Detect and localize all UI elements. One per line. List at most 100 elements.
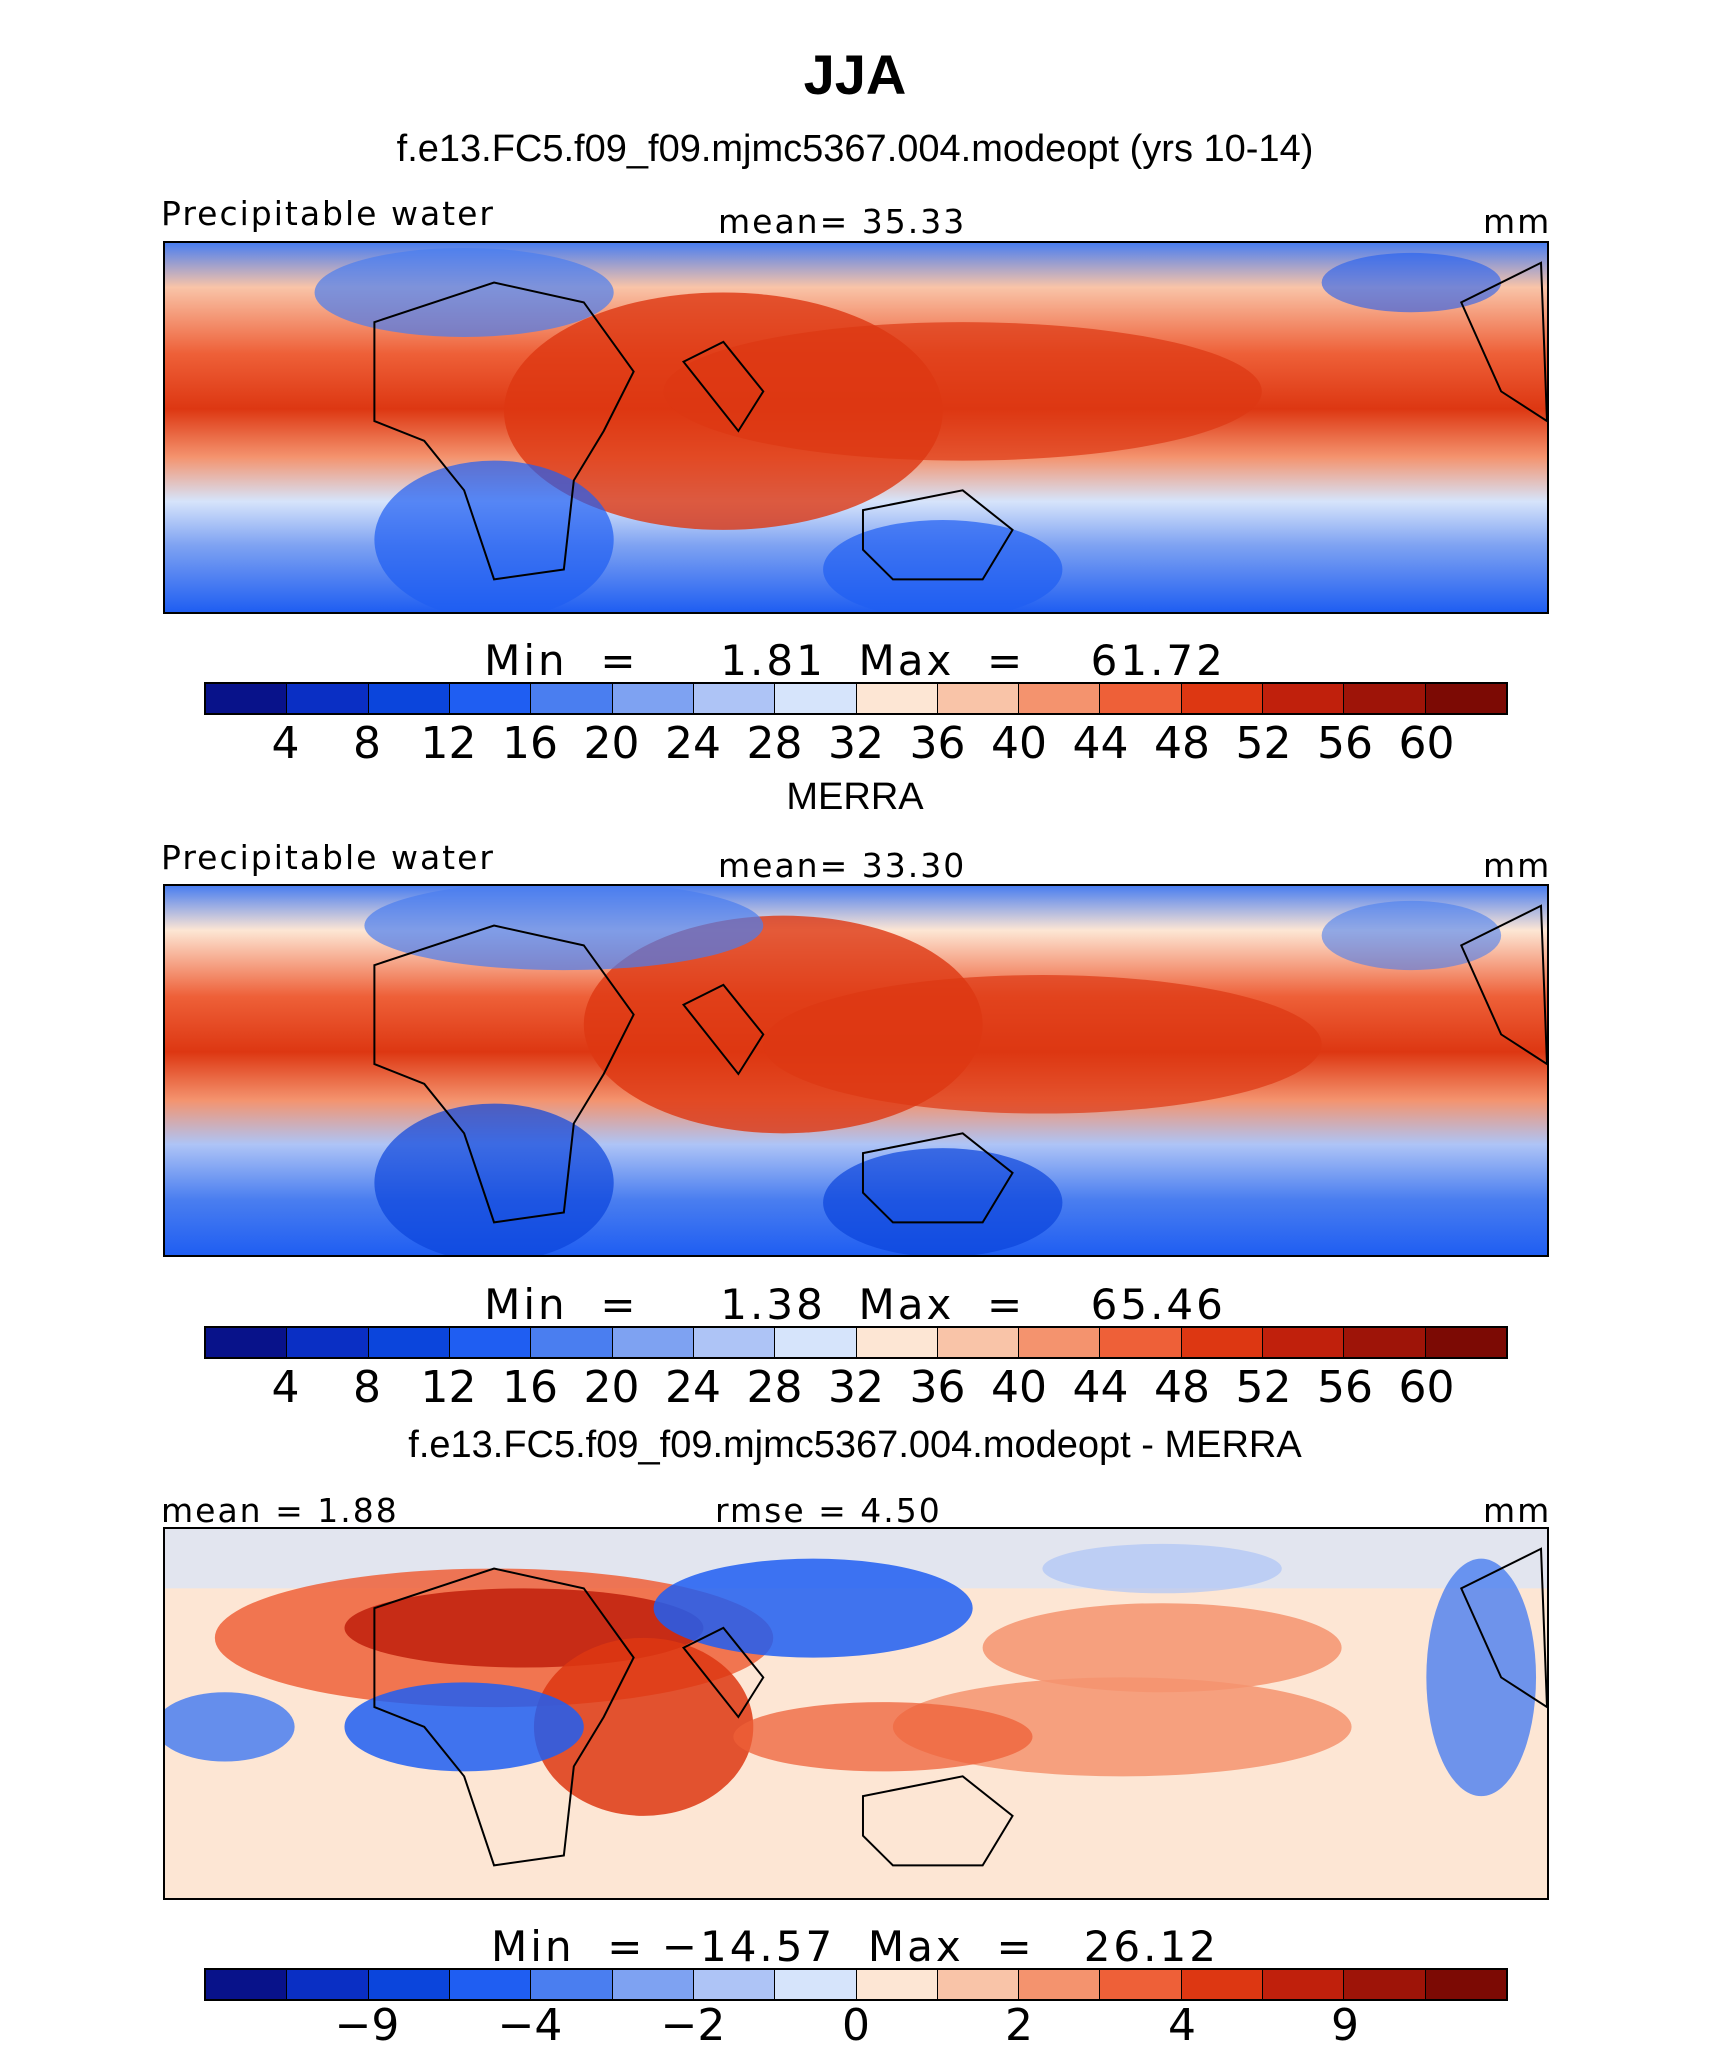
colorbar-swatch [1181, 1970, 1264, 1999]
panel-3-minmax: Min = −14.57 Max = 26.12 [491, 1922, 1219, 1971]
colorbar-tick-label: 48 [1154, 1362, 1210, 1413]
colorbar-tick-label: 0 [842, 2000, 870, 2051]
colorbar-tick-label: 28 [746, 718, 803, 769]
colorbar-tick-label: 4 [271, 718, 300, 769]
colorbar-swatch [1019, 1970, 1101, 1999]
colorbar-tick-label: 60 [1398, 1362, 1455, 1413]
colorbar-swatch [1344, 1328, 1426, 1357]
colorbar-swatch [449, 1328, 532, 1357]
panel-2-units-label: mm [1483, 846, 1552, 885]
panel-1-header: f.e13.FC5.f09_f09.mjmc5367.004.modeopt (… [396, 128, 1314, 170]
panel-2-header: MERRA [786, 776, 924, 818]
colorbar-swatch [368, 684, 450, 713]
colorbar-tick-label: 44 [1072, 1362, 1129, 1413]
colorbar-swatch [1100, 1970, 1182, 1999]
panel-1-variable-label: Precipitable water [161, 194, 495, 233]
colorbar-tick-label: 4 [1168, 2000, 1196, 2051]
colorbar-swatch [287, 684, 369, 713]
colorbar-swatch [1263, 684, 1345, 713]
colorbar-tick-label: 9 [1331, 2000, 1359, 2051]
colorbar-tick-label: 8 [353, 718, 381, 769]
colorbar-swatch [1425, 684, 1506, 713]
colorbar-swatch [937, 1328, 1020, 1357]
colorbar-swatch [1100, 1328, 1182, 1357]
panel-2-variable-label: Precipitable water [161, 838, 495, 877]
panel-3-colorbar [204, 1968, 1508, 2001]
colorbar-tick-label: −2 [660, 2000, 726, 2051]
panel-2-mean-label: mean= 33.30 [718, 846, 967, 885]
colorbar-tick-label: 20 [583, 1362, 640, 1413]
colorbar-tick-label: 60 [1398, 718, 1455, 769]
panel-1-minmax: Min = 1.81 Max = 61.72 [484, 636, 1226, 685]
colorbar-tick-label: 2 [1005, 2000, 1033, 2051]
colorbar-swatch [1100, 684, 1182, 713]
panel-1-units-label: mm [1483, 202, 1552, 241]
colorbar-tick-label: −9 [334, 2000, 400, 2051]
colorbar-swatch [206, 1328, 288, 1357]
colorbar-swatch [1425, 1970, 1506, 1999]
colorbar-swatch [368, 1328, 450, 1357]
figure-title: JJA [803, 43, 907, 106]
colorbar-swatch [612, 1328, 694, 1357]
colorbar-tick-label: 32 [828, 718, 884, 769]
colorbar-swatch [856, 684, 938, 713]
panel-3-units-label: mm [1483, 1491, 1552, 1530]
colorbar-tick-label: 4 [271, 1362, 300, 1413]
colorbar-tick-label: 16 [502, 718, 558, 769]
colorbar-tick-label: 36 [909, 718, 966, 769]
colorbar-swatch [531, 1328, 613, 1357]
colorbar-swatch [1181, 684, 1264, 713]
colorbar-swatch [287, 1970, 369, 1999]
colorbar-swatch [856, 1970, 938, 1999]
colorbar-swatch [937, 1970, 1020, 1999]
colorbar-swatch [287, 1328, 369, 1357]
colorbar-swatch [206, 1970, 288, 1999]
panel-3-mean-label: mean = 1.88 [161, 1491, 399, 1530]
colorbar-tick-label: 56 [1317, 1362, 1373, 1413]
colorbar-swatch [612, 684, 694, 713]
panel-1-colorbar [204, 682, 1508, 715]
panel-1-mean-label: mean= 35.33 [718, 202, 967, 241]
colorbar-swatch [531, 684, 613, 713]
colorbar-swatch [612, 1970, 694, 1999]
colorbar-tick-label: 8 [353, 1362, 381, 1413]
colorbar-swatch [1019, 684, 1101, 713]
colorbar-swatch [775, 1970, 857, 1999]
colorbar-tick-label: 24 [665, 718, 721, 769]
panel-2-colorbar [204, 1326, 1508, 1359]
colorbar-swatch [1263, 1970, 1345, 1999]
colorbar-tick-label: −4 [497, 2000, 563, 2051]
colorbar-swatch [531, 1970, 613, 1999]
panel-2-colorbar-ticks: 4 8 12 16 20 24 28 32 36 40 44 48 52 56 60 [204, 1362, 1508, 1413]
panel-2-map [163, 884, 1549, 1257]
colorbar-tick-label: 40 [991, 718, 1047, 769]
panel-1-map [163, 241, 1549, 614]
colorbar-tick-label: 52 [1235, 1362, 1292, 1413]
colorbar-swatch [937, 684, 1020, 713]
colorbar-tick-label: 12 [420, 1362, 477, 1413]
colorbar-tick-label: 28 [746, 1362, 803, 1413]
colorbar-tick-label: 32 [828, 1362, 884, 1413]
colorbar-swatch [1181, 1328, 1264, 1357]
colorbar-tick-label: 40 [991, 1362, 1047, 1413]
colorbar-swatch [449, 684, 532, 713]
colorbar-tick-label: 48 [1154, 718, 1210, 769]
panel-3-map [163, 1527, 1549, 1900]
colorbar-swatch [775, 684, 857, 713]
colorbar-tick-label: 16 [502, 1362, 558, 1413]
panel-1-colorbar-ticks: 4 8 12 16 20 24 28 32 36 40 44 48 52 56 60 [204, 718, 1508, 769]
colorbar-swatch [1263, 1328, 1345, 1357]
panel-3-header: f.e13.FC5.f09_f09.mjmc5367.004.modeopt -… [408, 1424, 1302, 1466]
colorbar-tick-label: 12 [420, 718, 477, 769]
colorbar-swatch [206, 684, 288, 713]
colorbar-swatch [693, 684, 776, 713]
colorbar-swatch [1019, 1328, 1101, 1357]
colorbar-swatch [1425, 1328, 1506, 1357]
panel-3-rmse-label: rmse = 4.50 [715, 1491, 942, 1530]
colorbar-swatch [856, 1328, 938, 1357]
colorbar-tick-label: 44 [1072, 718, 1129, 769]
colorbar-swatch [1344, 1970, 1426, 1999]
colorbar-tick-label: 20 [583, 718, 640, 769]
colorbar-tick-label: 56 [1317, 718, 1373, 769]
colorbar-tick-label: 36 [909, 1362, 966, 1413]
